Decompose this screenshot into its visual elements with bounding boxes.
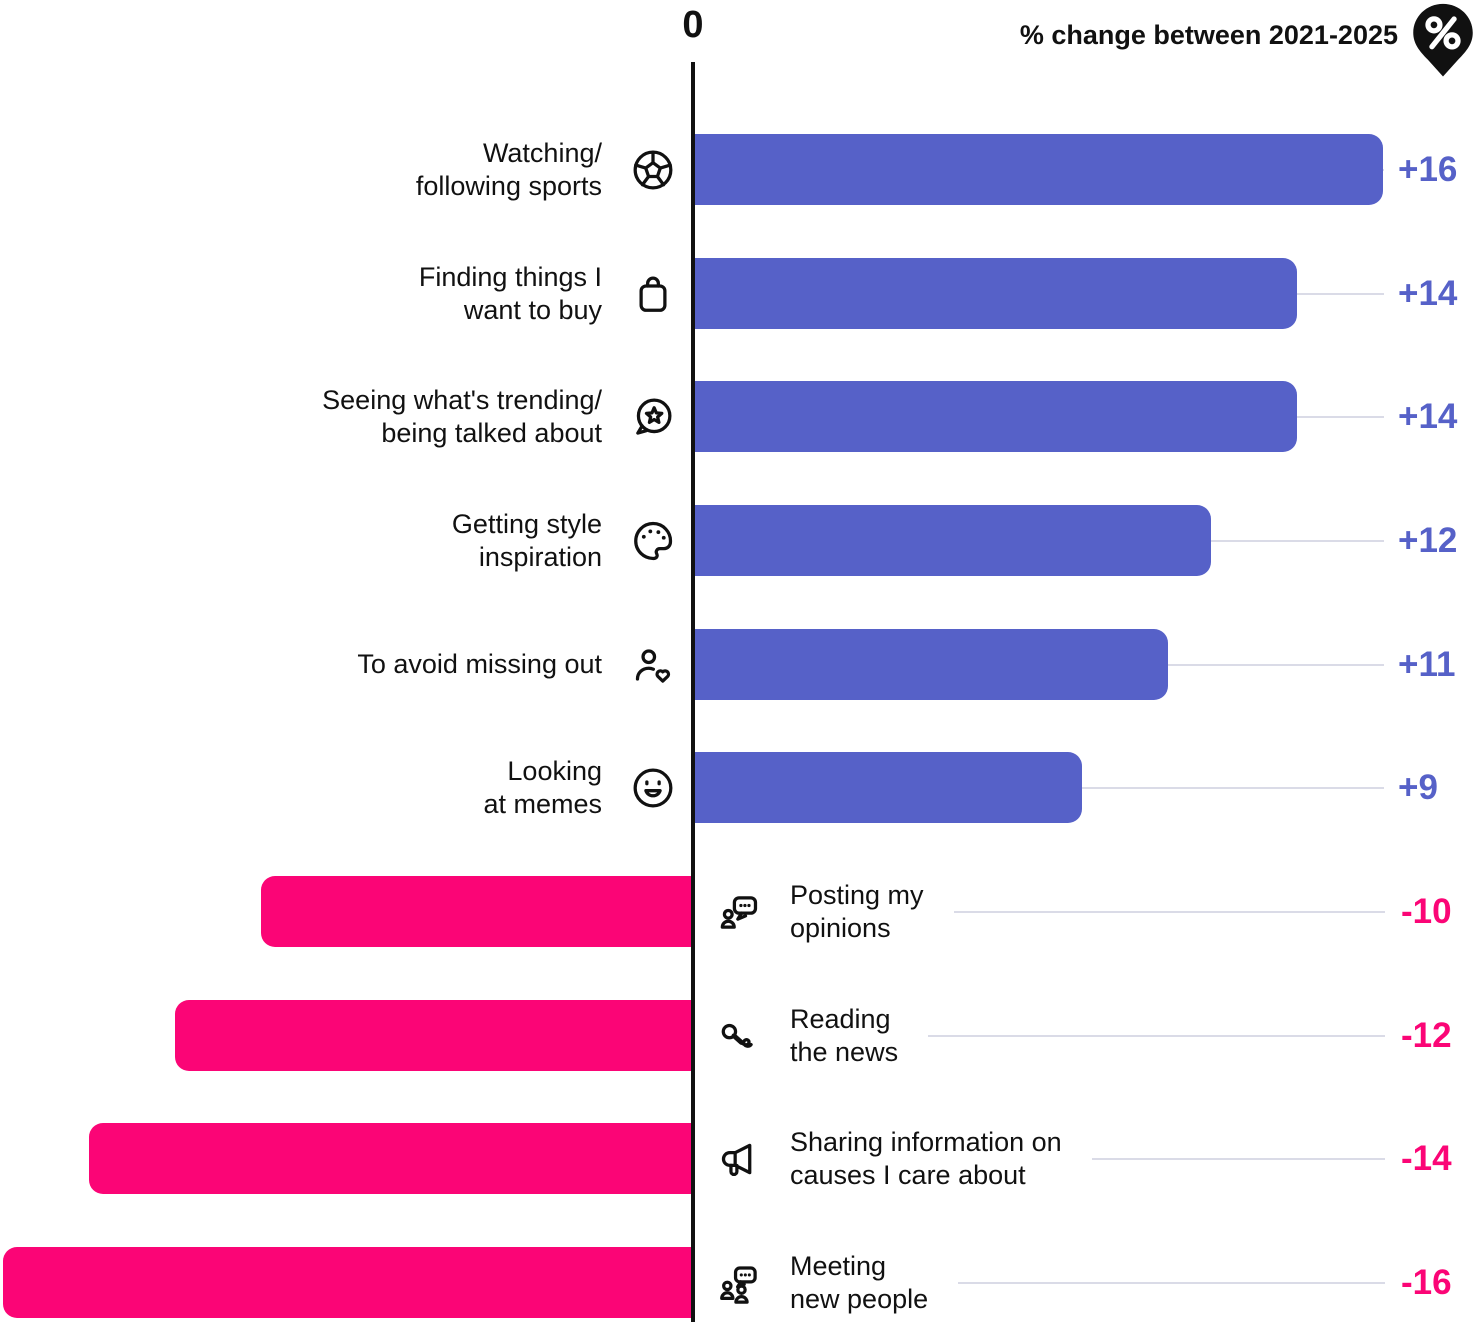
connector-line: [1383, 168, 1384, 171]
category-label-line: new people: [790, 1283, 929, 1314]
category-label: Getting style inspiration: [452, 508, 676, 574]
chart-row: Watching/ following sports +16: [0, 134, 1480, 205]
category-label-line: want to buy: [463, 294, 602, 325]
megaphone-icon: [716, 1136, 762, 1182]
chart-row: To avoid missing out +11: [0, 629, 1480, 700]
trending-chat-icon: [630, 394, 676, 440]
value-label: +16: [1398, 149, 1458, 189]
person-heart-icon: [630, 642, 676, 688]
bar-positive: [695, 629, 1168, 700]
chart-row: Finding things I want to buy +14: [0, 258, 1480, 329]
category-label-line: causes I care about: [790, 1159, 1026, 1190]
category-label-line: Sharing information on: [790, 1126, 1062, 1157]
category-label-line: Meeting: [790, 1250, 887, 1281]
connector-line: [1297, 292, 1384, 295]
connector-line: [1082, 786, 1384, 789]
bar-negative: [261, 876, 691, 947]
category-label-line: inspiration: [478, 541, 602, 572]
axis-zero-label: 0: [682, 4, 704, 46]
connector-line: [1211, 539, 1384, 542]
people-chat-icon: [716, 1260, 762, 1306]
connector-line: [1091, 1157, 1385, 1160]
football-icon: [630, 147, 676, 193]
bar-negative: [89, 1123, 691, 1194]
percent-pin-icon: [1408, 2, 1478, 78]
chart-row: Meeting new people -16: [0, 1247, 1480, 1318]
value-label: +9: [1398, 767, 1438, 807]
value-label: -16: [1401, 1262, 1452, 1302]
connector-line: [958, 1281, 1385, 1284]
category-label: To avoid missing out: [357, 642, 676, 688]
value-label: +11: [1398, 644, 1456, 684]
category-label-line: Looking: [507, 755, 602, 786]
connector-line: [1168, 663, 1384, 666]
chart-row: Seeing what's trending/ being talked abo…: [0, 381, 1480, 452]
category-label-line: being talked about: [381, 417, 602, 448]
bar-positive: [695, 752, 1082, 823]
chart-row: Reading the news -12: [0, 1000, 1480, 1071]
chart-row: Getting style inspiration +12: [0, 505, 1480, 576]
category-label-line: Seeing what's trending/: [322, 384, 602, 415]
category-label: Watching/ following sports: [416, 137, 676, 203]
value-label: +14: [1398, 273, 1458, 313]
value-label: +14: [1398, 396, 1458, 436]
category-label-line: the news: [790, 1036, 899, 1067]
category-label-line: at memes: [483, 788, 602, 819]
category-label-line: Reading: [790, 1003, 891, 1034]
value-label: -12: [1401, 1015, 1452, 1055]
category-label: Looking at memes: [483, 755, 676, 821]
category-label: Seeing what's trending/ being talked abo…: [322, 384, 676, 450]
category-label: Finding things I want to buy: [419, 261, 676, 327]
connector-line: [953, 910, 1385, 913]
palette-icon: [630, 518, 676, 564]
category-label-line: opinions: [790, 912, 891, 943]
chart-row: Looking at memes +9: [0, 752, 1480, 823]
chart-title: % change between 2021-2025: [1019, 20, 1398, 50]
value-label: -10: [1401, 891, 1452, 931]
value-label: +12: [1398, 520, 1458, 560]
shopping-bag-icon: [630, 271, 676, 317]
bar-positive: [695, 381, 1297, 452]
person-chat-icon: [716, 889, 762, 935]
chart-row: Posting my opinions -10: [0, 876, 1480, 947]
category-label-line: Finding things I: [418, 261, 602, 292]
smiley-icon: [630, 765, 676, 811]
bar-positive: [695, 505, 1211, 576]
zero-axis-line: [691, 62, 695, 1322]
category-label-line: Posting my: [790, 879, 924, 910]
chart-row: Sharing information on causes I care abo…: [0, 1123, 1480, 1194]
bar-negative: [175, 1000, 691, 1071]
category-label-line: Watching/: [482, 137, 602, 168]
category-label-line: To avoid missing out: [357, 649, 602, 679]
microphone-icon: [716, 1013, 762, 1059]
connector-line: [928, 1034, 1385, 1037]
value-label: -14: [1401, 1138, 1452, 1178]
bar-positive: [695, 258, 1297, 329]
category-label-line: following sports: [415, 170, 602, 201]
connector-line: [1297, 415, 1384, 418]
bar-positive: [695, 134, 1383, 205]
bar-negative: [3, 1247, 691, 1318]
category-label-line: Getting style: [451, 508, 602, 539]
